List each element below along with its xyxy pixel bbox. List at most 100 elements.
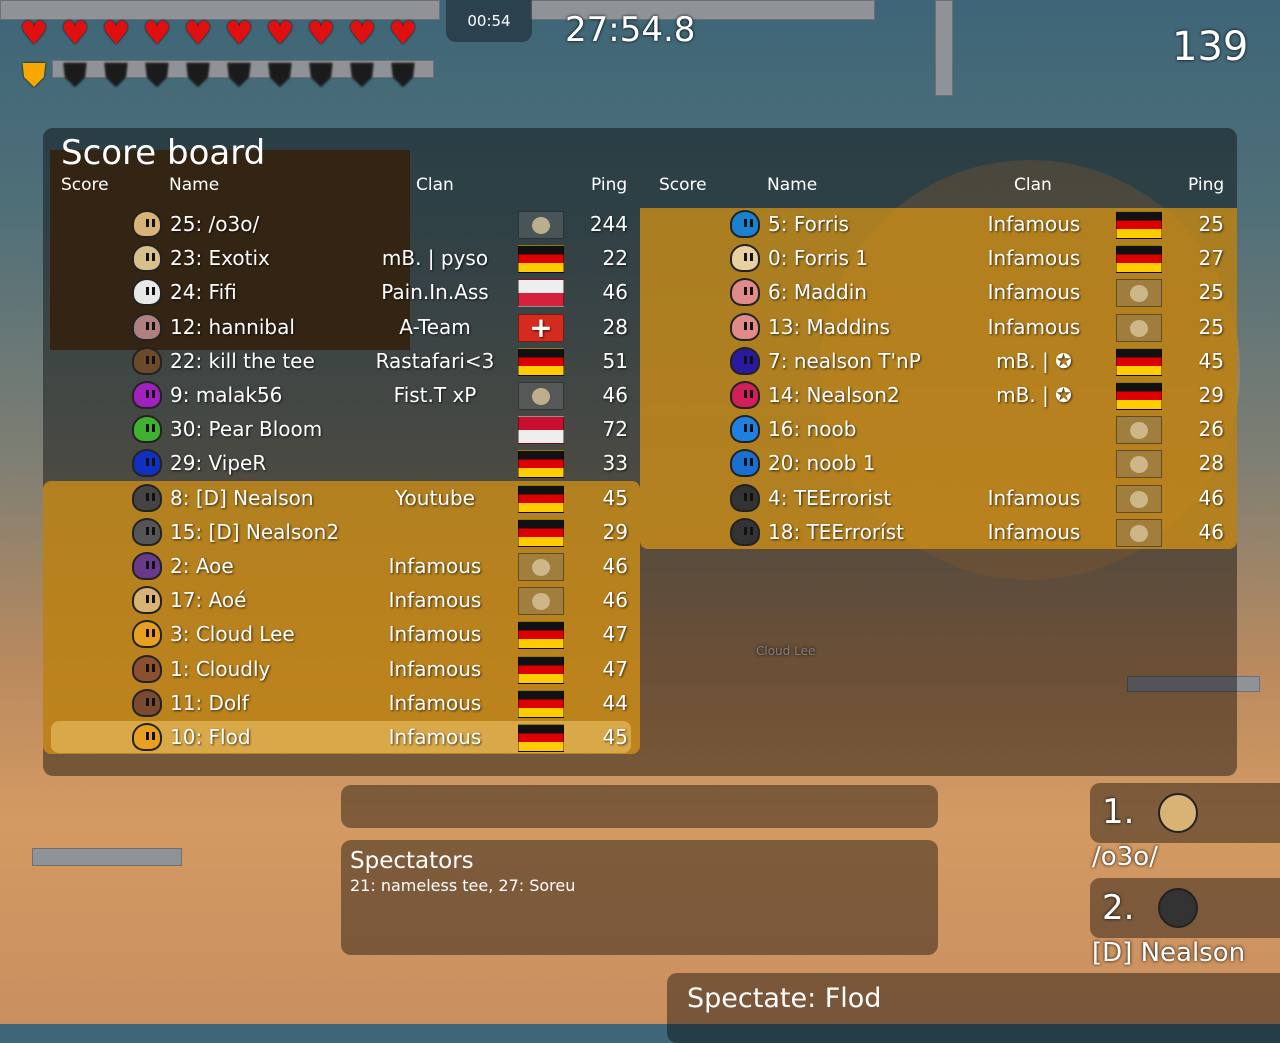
shield-icon: ⛊ — [349, 56, 374, 94]
country-flag-icon — [1116, 211, 1162, 239]
player-name: 29: VipeR — [170, 451, 267, 476]
heart-icon: ♥ — [183, 14, 213, 52]
empty-panel — [341, 785, 938, 828]
player-ping: 28 — [1198, 451, 1224, 476]
player-row[interactable]: 23: Exotix mB. | pyso 22 — [132, 241, 632, 275]
player-name: 15: [D] Nealson2 — [170, 519, 340, 544]
player-ping: 244 — [589, 212, 628, 236]
player-row[interactable]: 3: Cloud Lee Infamous 47 — [132, 617, 632, 651]
heart-icon: ♥ — [60, 14, 90, 52]
player-name: 2: Aoe — [170, 554, 234, 578]
spectators-title: Spectators — [350, 848, 474, 874]
country-flag-icon — [518, 382, 564, 410]
country-flag-icon — [518, 416, 564, 445]
spectators-list: 21: nameless tee, 27: Soreu — [350, 876, 576, 895]
player-row[interactable]: 14: Nealson2 mB. | ✪ 29 — [730, 378, 1230, 412]
player-row[interactable]: 2: Aoe Infamous 46 — [132, 549, 632, 583]
tee-avatar-icon — [132, 278, 162, 307]
player-clan: Infamous — [388, 588, 482, 613]
shield-icon: ⛊ — [267, 56, 292, 94]
player-name: 16: noob — [768, 417, 857, 442]
tee-avatar-icon — [730, 210, 760, 238]
rank-1-tee — [1158, 793, 1198, 833]
player-row[interactable]: 13: Maddins Infamous 25 — [730, 310, 1230, 344]
player-row[interactable]: 11: Dolf Infamous 44 — [132, 686, 632, 720]
player-row[interactable]: 24: Fifi Pain.In.Ass 46 — [132, 275, 632, 309]
player-clan: Infamous — [987, 485, 1081, 510]
shield-icon: ⛊ — [21, 56, 46, 94]
player-row[interactable]: 12: hannibal A-Team 28 — [132, 310, 632, 345]
tee-avatar-icon — [730, 449, 760, 478]
player-row[interactable]: 10: Flod Infamous 45 — [132, 720, 632, 754]
country-flag-icon — [1116, 347, 1162, 376]
spectate-label: Spectate: Flod — [687, 983, 882, 1014]
player-row[interactable]: 22: kill the tee Rastafari<3 51 — [132, 344, 632, 378]
player-row[interactable]: 7: nealson T'nP mB. | ✪ 45 — [730, 344, 1230, 378]
player-name: 17: Aoé — [170, 588, 247, 613]
player-clan: Infamous — [987, 280, 1081, 305]
player-ping: 46 — [1198, 519, 1224, 544]
spectators-panel: Spectators 21: nameless tee, 27: Soreu — [341, 840, 938, 955]
rank-2-tee — [1158, 888, 1198, 928]
tee-avatar-icon — [132, 552, 162, 580]
round-timer: 00:54 — [446, 0, 532, 42]
player-name: 1: Cloudly — [170, 656, 271, 681]
player-row[interactable]: 25: /o3o/ 244 — [132, 207, 632, 241]
shield-icon: ⛊ — [144, 56, 169, 94]
heart-icon: ♥ — [142, 14, 172, 52]
tee-avatar-icon — [132, 210, 162, 238]
header-clan: Clan — [1014, 175, 1052, 195]
player-ping: 47 — [602, 622, 628, 647]
player-row[interactable]: 6: Maddin Infamous 25 — [730, 275, 1230, 309]
player-row[interactable]: 8: [D] Nealson Youtube 45 — [132, 481, 632, 515]
player-clan: Infamous — [987, 246, 1081, 271]
player-row[interactable]: 0: Forris 1 Infamous 27 — [730, 241, 1230, 275]
player-ping: 29 — [602, 519, 628, 544]
tee-avatar-icon — [132, 244, 162, 273]
player-clan: Infamous — [987, 314, 1081, 339]
player-ping: 28 — [602, 314, 628, 339]
player-name: 22: kill the tee — [170, 348, 315, 373]
player-ping: 27 — [1198, 246, 1224, 271]
player-row[interactable]: 1: Cloudly Infamous 47 — [132, 652, 632, 686]
player-row[interactable]: 18: TEErroríst Infamous 46 — [730, 515, 1230, 549]
rank-2-position: 2. — [1102, 888, 1135, 928]
tee-avatar-icon — [132, 415, 162, 444]
player-name: 12: hannibal — [170, 314, 295, 339]
tee-avatar-icon — [730, 415, 760, 444]
player-row[interactable]: 5: Forris Infamous 25 — [730, 207, 1230, 241]
player-row[interactable]: 29: VipeR 33 — [132, 446, 632, 480]
tee-avatar-icon — [730, 312, 760, 341]
player-row[interactable]: 30: Pear Bloom 72 — [132, 412, 632, 446]
player-clan: Infamous — [388, 656, 482, 681]
player-clan: Infamous — [388, 554, 482, 578]
player-row[interactable]: 16: noob 26 — [730, 412, 1230, 446]
player-name: 6: Maddin — [768, 280, 867, 305]
player-name: 4: TEErrorist — [768, 485, 892, 510]
tee-avatar-icon — [730, 517, 760, 546]
country-flag-icon — [518, 211, 564, 239]
player-name: 8: [D] Nealson — [170, 485, 314, 510]
player-row[interactable]: 17: Aoé Infamous 46 — [132, 583, 632, 617]
country-flag-icon — [1116, 279, 1162, 308]
player-row[interactable]: 20: noob 1 28 — [730, 446, 1230, 480]
player-row[interactable]: 4: TEErrorist Infamous 46 — [730, 481, 1230, 515]
tee-avatar-icon — [132, 346, 162, 375]
country-flag-icon — [1116, 313, 1162, 342]
player-ping: 25 — [1198, 314, 1224, 339]
map-tiles — [52, 60, 434, 78]
player-name: 10: Flod — [170, 725, 251, 749]
country-flag-icon — [518, 621, 564, 650]
player-name: 7: nealson T'nP — [768, 348, 921, 373]
country-flag-icon — [1116, 382, 1162, 410]
player-ping: 46 — [602, 383, 628, 407]
map-tiles — [1127, 676, 1260, 692]
player-name: 13: Maddins — [768, 314, 891, 339]
player-row[interactable]: 15: [D] Nealson2 29 — [132, 515, 632, 549]
tee-avatar-icon — [132, 517, 162, 546]
country-flag-icon — [518, 553, 564, 581]
player-name: 24: Fifi — [170, 280, 237, 305]
player-ping: 72 — [602, 417, 628, 442]
shield-icon: ⛊ — [62, 56, 87, 94]
player-row[interactable]: 9: malak56 Fist.T xP 46 — [132, 378, 632, 412]
